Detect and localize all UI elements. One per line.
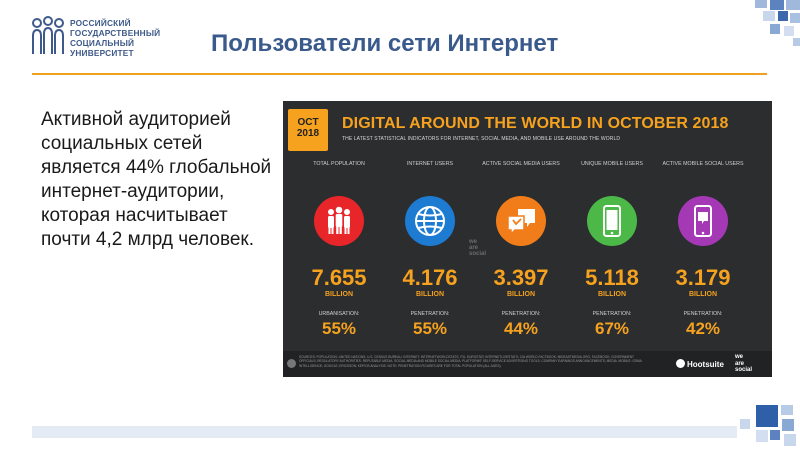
stat-percent: 55% [321, 319, 357, 338]
body-text: Активной аудиторией социальных сетей явл… [41, 109, 272, 250]
hootsuite-logo: Hootsuite [676, 359, 724, 369]
header-divider [32, 73, 767, 75]
university-logo: РОССИЙСКИЙ ГОСУДАРСТВЕННЫЙ СОЦИАЛЬНЫЙ УН… [30, 16, 190, 60]
stat-percent: 44% [503, 319, 539, 338]
stat-value: 5.118 [585, 265, 639, 290]
hootsuite-text: Hootsuite [687, 360, 724, 369]
stat-sub-label: PENETRATION: [501, 311, 541, 317]
infographic-title: DIGITAL AROUND THE WORLD IN OCTOBER 2018 [342, 115, 729, 132]
footer-badge-icon [287, 359, 296, 368]
infographic-footer: SOURCES: POPULATION: UNITED NATIONS; U.S… [283, 351, 772, 377]
stat-sub-label: PENETRATION: [683, 311, 723, 317]
logo-line: СОЦИАЛЬНЫЙ [70, 38, 135, 48]
stat-label: INTERNET USERS [406, 161, 454, 167]
stat-percent: 67% [594, 319, 630, 338]
stat-unit: BILLION [507, 291, 535, 298]
stat-unit: BILLION [598, 291, 626, 298]
stat-column-population: TOTAL POPULATION 7.655 BILLION URBANISAT… [293, 161, 385, 338]
chat-bubbles-icon [496, 196, 546, 246]
date-badge: OCT 2018 [288, 109, 328, 151]
stat-value: 7.655 [311, 265, 367, 290]
we-are-social-logo: we are social [735, 354, 752, 374]
logo-line: ГОСУДАРСТВЕННЫЙ [70, 28, 161, 38]
logo-line: УНИВЕРСИТЕТ [70, 48, 134, 58]
logo-text: РОССИЙСКИЙ ГОСУДАРСТВЕННЫЙ СОЦИАЛЬНЫЙ УН… [70, 18, 160, 58]
stat-unit: BILLION [325, 291, 353, 298]
stat-percent: 55% [412, 319, 448, 338]
badge-month: OCT [297, 117, 319, 128]
stat-sub-label: PENETRATION: [592, 311, 632, 317]
stat-value: 3.397 [493, 265, 549, 290]
stat-column-internet: INTERNET USERS 4.176 BILLION PENETRATION… [384, 161, 476, 338]
digital-infographic: OCT 2018 DIGITAL AROUND THE WORLD IN OCT… [283, 101, 772, 377]
stat-column-mobile-social: ACTIVE MOBILE SOCIAL USERS 3.179 BILLION… [657, 161, 749, 338]
infographic-subtitle: THE LATEST STATISTICAL INDICATORS FOR IN… [342, 136, 621, 142]
logo-word: we [735, 354, 744, 360]
stat-label: ACTIVE SOCIAL MEDIA USERS [482, 161, 560, 167]
stat-value: 4.176 [402, 265, 458, 290]
stat-unit: BILLION [689, 291, 717, 298]
stat-column-social: ACTIVE SOCIAL MEDIA USERS 3.397 BILLION … [475, 161, 567, 338]
sources-text: SOURCES: POPULATION: UNITED NATIONS; U.S… [299, 355, 642, 368]
stat-label: ACTIVE MOBILE SOCIAL USERS [662, 161, 744, 167]
globe-icon [405, 196, 455, 246]
stat-unit: BILLION [416, 291, 444, 298]
stat-value: 3.179 [675, 265, 731, 290]
mobile-chat-icon [678, 196, 728, 246]
watermark-word: we [469, 239, 478, 245]
watermark-word: are [469, 245, 479, 251]
people-icon [314, 196, 364, 246]
stat-label: UNIQUE MOBILE USERS [581, 161, 643, 167]
stat-sub-label: URBANISATION: [318, 311, 360, 317]
university-emblem-icon [32, 16, 64, 54]
logo-line: РОССИЙСКИЙ [70, 18, 131, 28]
badge-year: 2018 [296, 128, 320, 139]
watermark-logo: we are social [469, 239, 486, 257]
page-title: Пользователи сети Интернет [211, 30, 559, 57]
logo-word: are [735, 360, 745, 367]
bottom-bar [32, 426, 737, 438]
stat-label: TOTAL POPULATION [313, 161, 365, 167]
mobile-phone-icon [587, 196, 637, 246]
owl-icon [676, 359, 685, 368]
stat-percent: 42% [685, 319, 721, 338]
stat-column-mobile: UNIQUE MOBILE USERS 5.118 BILLION PENETR… [566, 161, 658, 338]
logo-word: social [735, 367, 753, 373]
stat-sub-label: PENETRATION: [410, 311, 450, 317]
watermark-word: social [469, 251, 487, 257]
